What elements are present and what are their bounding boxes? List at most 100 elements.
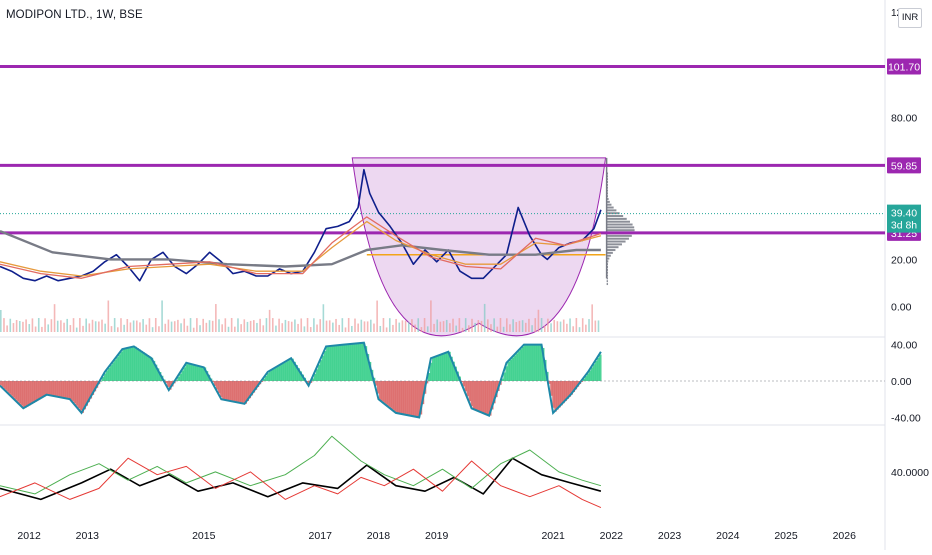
histogram-bar bbox=[165, 381, 168, 384]
volume-bar bbox=[6, 325, 8, 332]
histogram-bar bbox=[436, 356, 439, 381]
volume-bar bbox=[540, 318, 543, 332]
histogram-bar bbox=[285, 361, 288, 381]
histogram-bar bbox=[46, 381, 50, 395]
volume-bar bbox=[66, 318, 69, 332]
price-tick-label: 80.00 bbox=[891, 113, 917, 125]
volume-profile-bar bbox=[606, 223, 633, 226]
histogram-bar bbox=[562, 381, 565, 404]
volume-bar bbox=[192, 327, 195, 332]
histogram-bar bbox=[291, 358, 294, 381]
volume-bar bbox=[316, 324, 318, 332]
volume-bar bbox=[240, 324, 242, 332]
volume-bar bbox=[313, 318, 315, 332]
histogram-bar bbox=[187, 363, 190, 381]
volume-bar bbox=[183, 318, 186, 332]
volume-profile-bar bbox=[606, 234, 632, 237]
indicator-line-osc_green bbox=[0, 435, 602, 495]
histogram-bar bbox=[128, 347, 131, 381]
histogram-bar bbox=[48, 381, 52, 396]
histogram-bar bbox=[482, 381, 486, 414]
histogram-bar bbox=[313, 373, 317, 381]
volume-bar bbox=[458, 318, 461, 332]
histogram-bar bbox=[244, 381, 247, 404]
histogram-bar bbox=[205, 371, 209, 381]
volume-bar bbox=[388, 318, 391, 332]
volume-bar bbox=[512, 319, 514, 332]
x-tick-label: 2026 bbox=[833, 530, 857, 542]
volume-bar bbox=[243, 319, 246, 332]
histogram-bar bbox=[22, 381, 25, 408]
volume-bar bbox=[75, 327, 78, 332]
histogram-bar bbox=[470, 381, 474, 407]
histogram-bar bbox=[130, 347, 133, 381]
histogram-bar bbox=[216, 381, 219, 390]
volume-bar bbox=[208, 320, 211, 332]
histogram-bar bbox=[411, 381, 415, 416]
histogram-bar bbox=[338, 345, 341, 381]
histogram-bar bbox=[472, 381, 476, 409]
histogram-bar bbox=[28, 381, 31, 406]
volume-bar bbox=[547, 318, 549, 332]
histogram-bar bbox=[358, 343, 362, 381]
volume-bar bbox=[218, 319, 220, 332]
histogram-bar bbox=[234, 381, 237, 402]
histogram-bar bbox=[197, 365, 201, 381]
volume-bar bbox=[398, 322, 401, 332]
histogram-bar bbox=[336, 345, 339, 381]
volume-bar bbox=[199, 325, 201, 332]
volume-bar bbox=[471, 318, 473, 332]
volume-bar bbox=[205, 322, 208, 332]
histogram-bar bbox=[77, 381, 80, 409]
chart-title: MODIPON LTD., 1W, BSE bbox=[6, 9, 143, 21]
series-line-ma_short bbox=[0, 220, 602, 277]
histogram-bar bbox=[415, 381, 419, 417]
histogram-bar bbox=[595, 360, 598, 381]
histogram-bar bbox=[529, 344, 533, 381]
histogram-bar bbox=[146, 355, 150, 381]
x-tick-label: 2025 bbox=[774, 530, 798, 542]
histogram-bar bbox=[213, 381, 217, 386]
histogram-bar bbox=[246, 381, 249, 401]
oscillator-tick-label: 0.00 bbox=[891, 376, 912, 388]
volume-bar bbox=[265, 318, 268, 332]
histogram-bar bbox=[381, 381, 384, 402]
histogram-bar bbox=[466, 381, 470, 397]
volume-bar bbox=[505, 318, 508, 332]
volume-bar bbox=[63, 322, 65, 332]
volume-bar bbox=[325, 320, 328, 332]
volume-bar bbox=[202, 318, 204, 332]
volume-bar bbox=[15, 320, 18, 332]
histogram-bar bbox=[110, 365, 113, 381]
volume-bar bbox=[25, 319, 27, 332]
volume-bar bbox=[82, 325, 84, 332]
volume-bar bbox=[268, 309, 271, 332]
histogram-bar bbox=[81, 381, 84, 413]
histogram-bar bbox=[558, 381, 561, 408]
volume-bar bbox=[442, 321, 445, 332]
volume-bar bbox=[249, 320, 252, 332]
volume-bar bbox=[556, 321, 559, 332]
histogram-bar bbox=[224, 381, 227, 400]
histogram-bar bbox=[356, 343, 360, 381]
volume-bar bbox=[515, 322, 518, 332]
histogram-bar bbox=[531, 344, 535, 381]
histogram-bar bbox=[189, 363, 192, 381]
histogram-bar bbox=[485, 381, 488, 414]
histogram-bar bbox=[32, 381, 36, 403]
histogram-bar bbox=[582, 378, 586, 381]
histogram-bar bbox=[16, 381, 19, 402]
histogram-bar bbox=[366, 354, 370, 381]
volume-bar bbox=[294, 319, 296, 332]
volume-bar bbox=[170, 321, 173, 332]
volume-bar bbox=[578, 327, 581, 332]
volume-bar bbox=[480, 320, 483, 332]
histogram-bar bbox=[271, 370, 274, 381]
currency-button[interactable]: INR bbox=[898, 8, 922, 28]
x-tick-label: 2018 bbox=[367, 530, 391, 542]
histogram-bar bbox=[438, 355, 441, 381]
price-tick-label: 0.00 bbox=[891, 302, 912, 314]
volume-bar bbox=[385, 327, 388, 332]
volume-bar bbox=[439, 321, 442, 332]
volume-bar bbox=[145, 324, 148, 332]
